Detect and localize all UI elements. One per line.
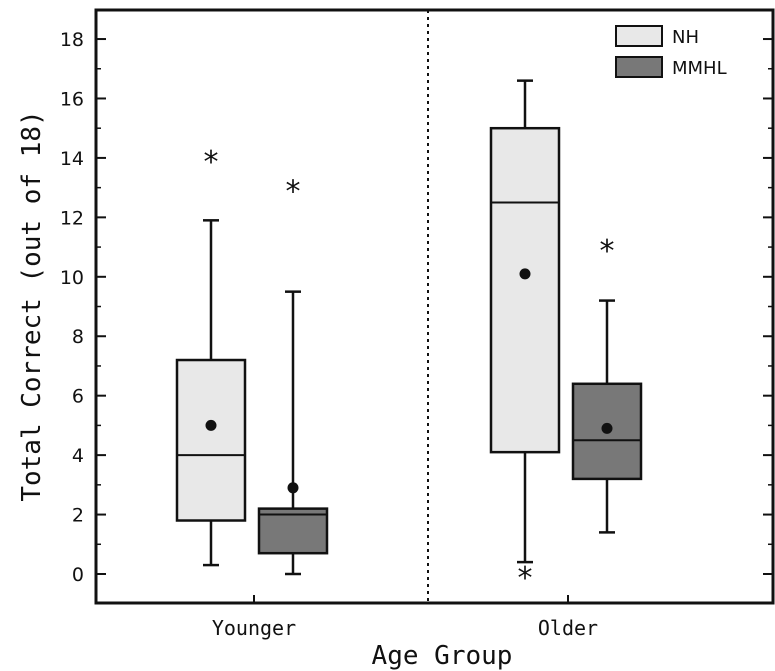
box-nh-older: * [489,79,561,596]
box-iqr [489,126,561,454]
y-tick-label: 8 [72,326,84,348]
x-axis-categories: Younger Older [212,595,598,640]
outlier-marker: * [204,145,219,180]
boxes-layer: * * * * [175,79,643,596]
y-tick-label: 14 [60,148,84,170]
mean-marker [205,419,217,431]
legend-swatch-nh [615,25,663,47]
outlier-marker: * [518,561,533,596]
x-category-label: Younger [212,616,296,640]
y-tick-label: 0 [72,564,84,586]
outlier-marker: * [286,175,301,210]
legend-swatch-mmhl [615,56,663,78]
legend: NH MMHL [615,25,727,79]
y-tick-label: 6 [72,386,84,408]
y-axis: 0 2 4 6 8 10 12 14 16 18 [60,29,773,586]
y-tick-label: 2 [72,505,84,527]
box-mmhl-older: * [571,234,643,534]
box-nh-younger: * [175,145,247,567]
y-tick-label: 16 [60,88,84,110]
legend-label-nh: NH [672,27,699,48]
mean-marker [519,268,531,280]
legend-label-mmhl: MMHL [672,58,727,79]
x-axis-title: Age Group [372,641,513,671]
y-tick-label: 18 [60,29,84,51]
y-tick-label: 12 [60,207,84,229]
box-iqr [257,507,329,555]
mean-marker [287,482,299,494]
outlier-marker: * [600,234,615,269]
box-mmhl-younger: * [257,175,329,576]
y-tick-label: 10 [60,267,84,289]
mean-marker [601,422,613,434]
box-iqr [175,358,247,522]
x-category-label: Older [538,616,598,640]
y-axis-title: Total Correct (out of 18) [17,110,47,501]
y-tick-label: 4 [72,445,84,467]
